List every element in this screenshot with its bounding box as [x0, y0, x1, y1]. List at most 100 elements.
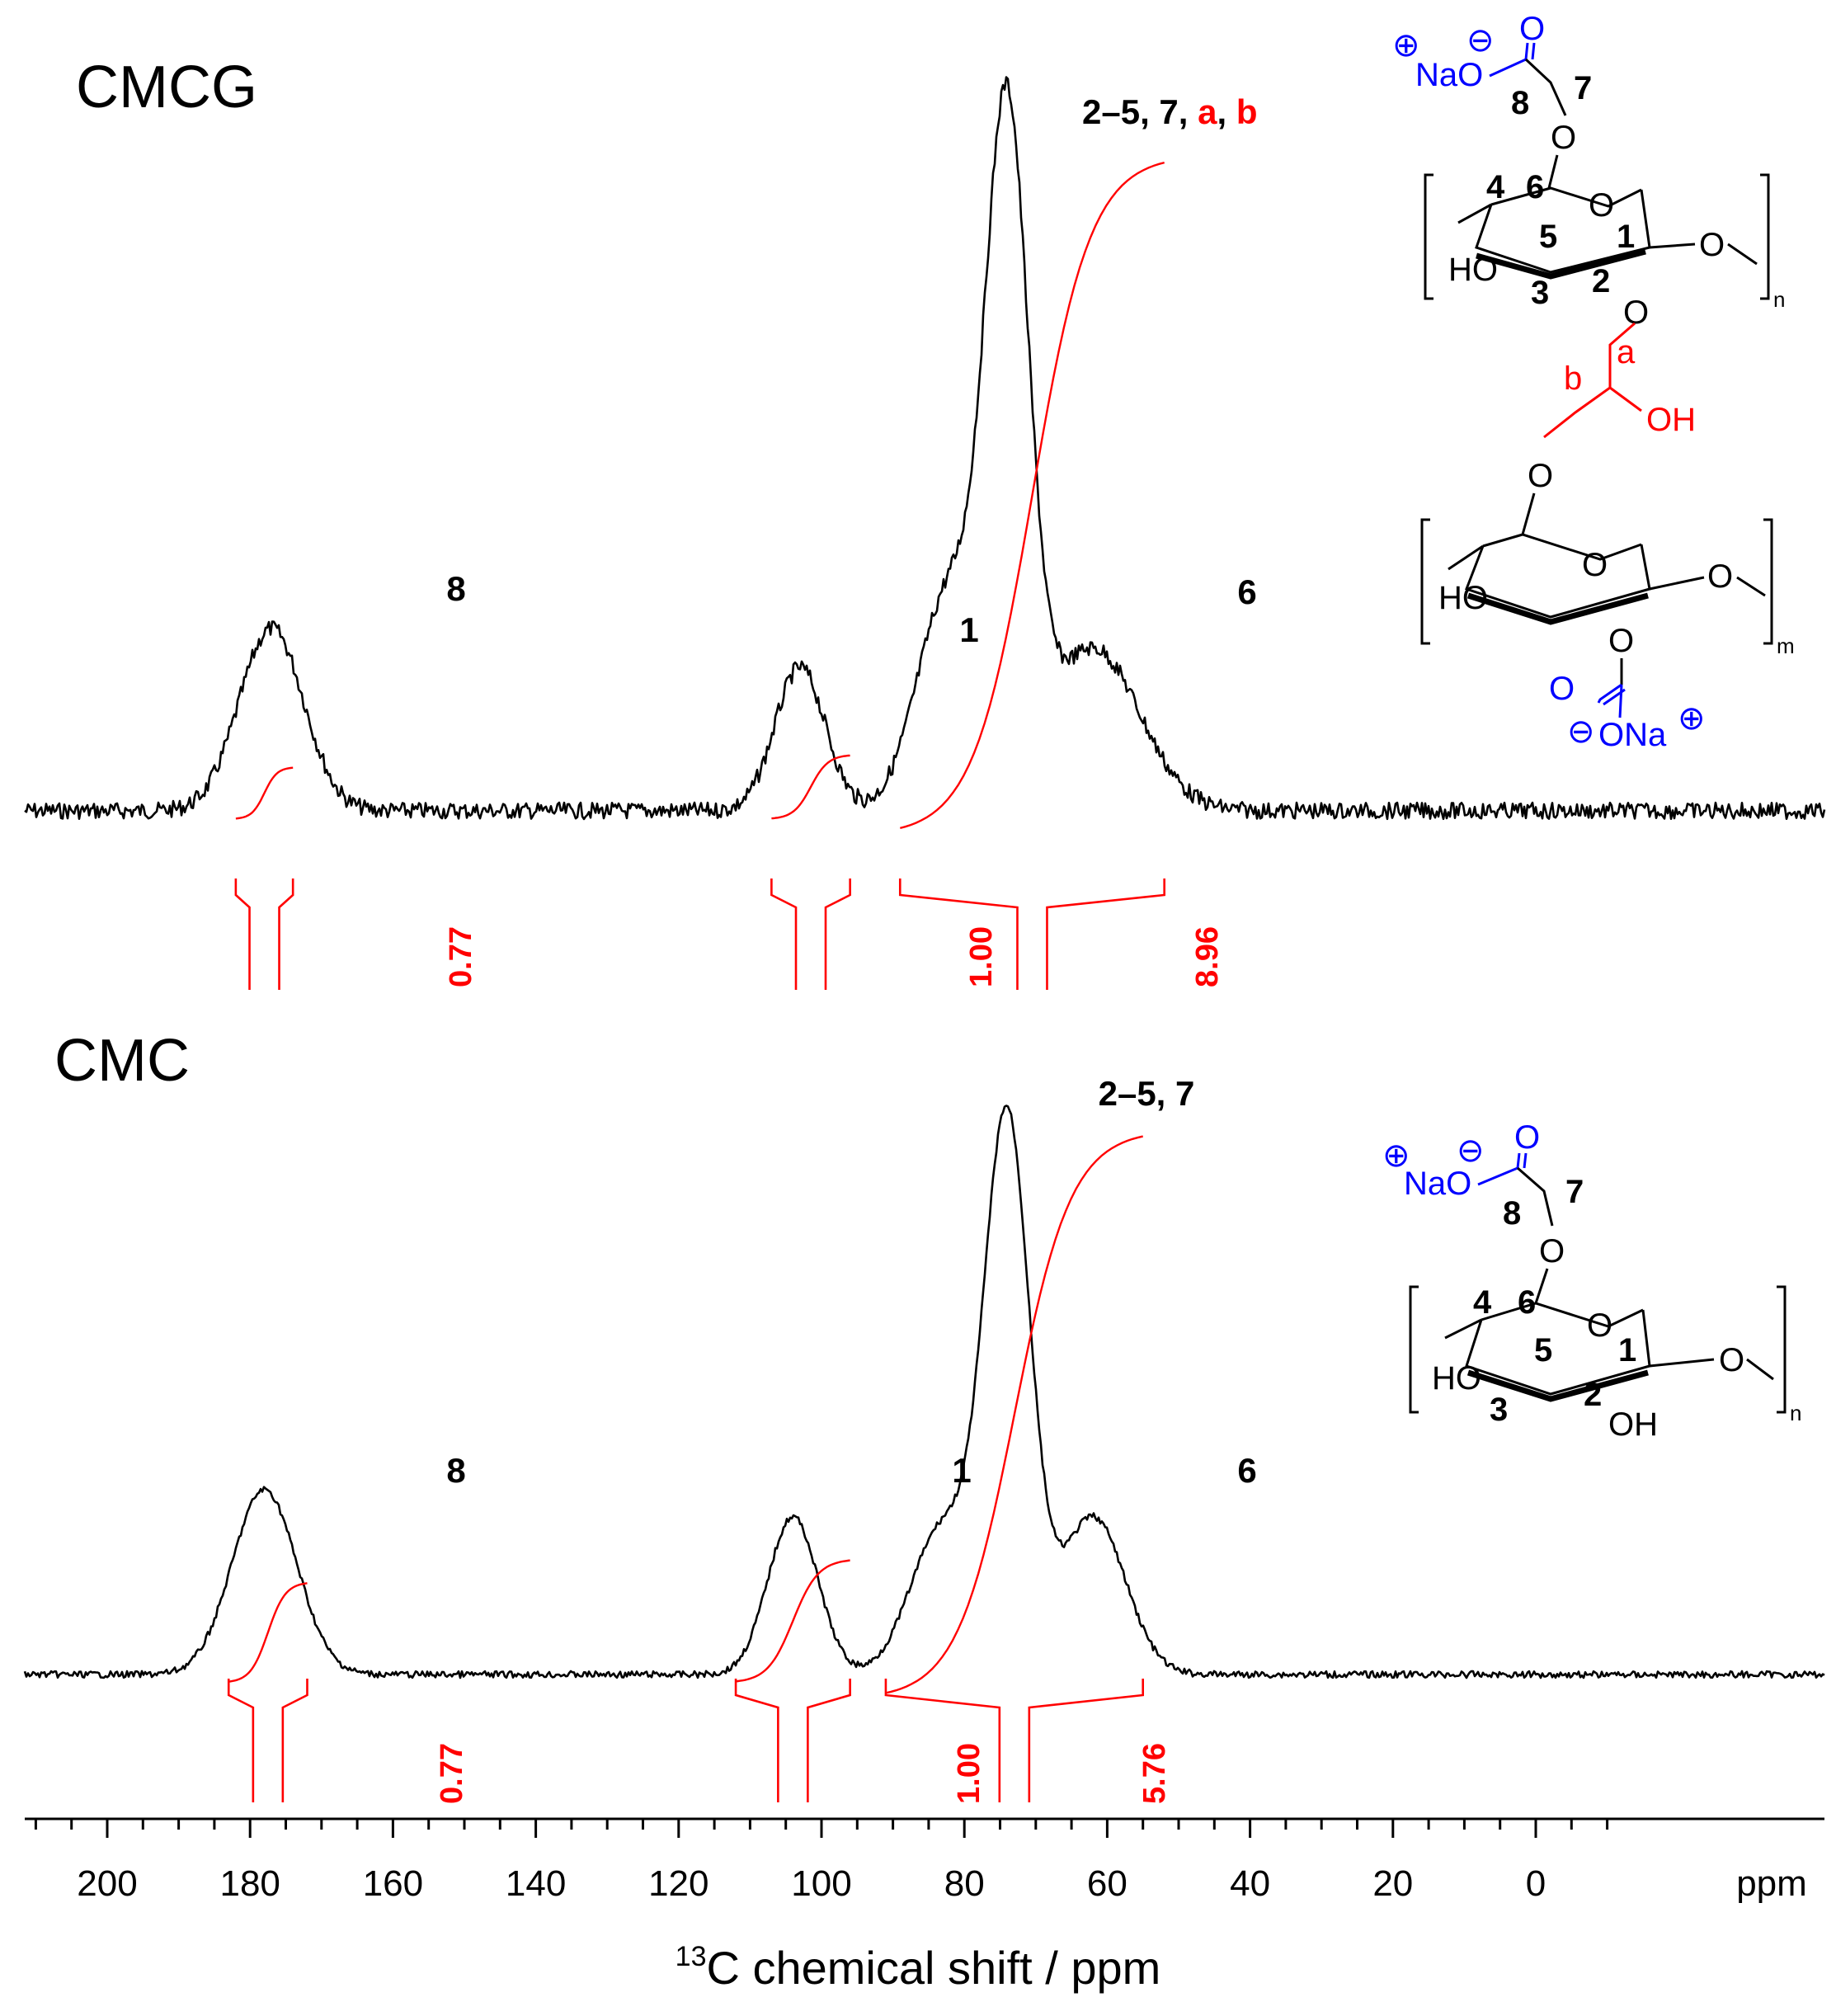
integral-value-main-cmc: 5.76: [1137, 1743, 1172, 1804]
cmcg-ring2-body: [1448, 492, 1651, 619]
integral-curve: [771, 754, 850, 820]
x-tick-label: 100: [791, 1863, 851, 1904]
cmc-atom-5: 5: [1534, 1332, 1552, 1368]
cmcg-ring1-top: [1490, 154, 1642, 208]
integral-curves-cmcg: [235, 161, 1165, 830]
cmcg-carboxylate-bonds-top: [1489, 42, 1536, 78]
x-tick-label: 180: [219, 1863, 280, 1904]
cmcg-glyco-bonds-lower: [1649, 576, 1766, 597]
cmcg-charge-plus-top: ⊕: [1392, 27, 1420, 64]
x-axis: 220200180160140120100806040200 ppm 13C c…: [25, 1817, 1824, 1994]
cmcg-charge-minus-top: ⊖: [1466, 22, 1495, 59]
cmcg-glyco-bonds: [1649, 243, 1758, 266]
cmc-ring-o: O: [1587, 1307, 1612, 1344]
integral-curves-cmc: [228, 1135, 1143, 1694]
x-tick-label: 200: [77, 1863, 137, 1904]
x-tick-label: 160: [363, 1863, 423, 1904]
cmc-glyco-o: O: [1719, 1342, 1744, 1378]
x-axis-title-superscript: 13: [676, 1941, 707, 1972]
cmc-carbonyl-o: O: [1514, 1119, 1540, 1156]
integral-bracket: [884, 1679, 1144, 1802]
cmcg-o2: O: [1623, 294, 1649, 331]
integral-curve: [735, 1559, 850, 1683]
cmcg-atom-4: 4: [1486, 169, 1505, 205]
x-tick-label: 60: [1087, 1863, 1127, 1904]
cmcg-ring2-o: O: [1582, 547, 1608, 583]
cmcg-charge-plus-bottom: ⊕: [1678, 700, 1706, 737]
cmcg-o2-lower: O: [1608, 623, 1634, 659]
cmcg-carboxylate-bonds-bottom: [1597, 683, 1626, 718]
integral-value-main-cmcg: 8.96: [1190, 926, 1225, 987]
cmc-glyco-bonds: [1649, 1358, 1774, 1381]
x-tick-label: 40: [1230, 1863, 1270, 1904]
peak-label-main-a: a: [1198, 92, 1217, 131]
cmcg-subscript-m: m: [1777, 634, 1795, 658]
cmcg-carbonyl-o-bottom: O: [1549, 671, 1575, 707]
integral-bracket: [734, 1679, 851, 1802]
integral-bracket: [770, 878, 851, 990]
cmc-ring-bold-edge: [1466, 1369, 1649, 1402]
integral-curve: [899, 161, 1165, 830]
cmcg-nao-top: NaO: [1415, 57, 1483, 93]
peak-label-main-cmcg: 2–5, 7, a, b: [1082, 92, 1257, 131]
cmcg-atom-6: 6: [1526, 169, 1544, 205]
peak-label-main-black: 2–5, 7,: [1082, 92, 1198, 131]
cmc-atom-3: 3: [1490, 1392, 1508, 1428]
cmc-o6: O: [1539, 1233, 1565, 1269]
cmc-nao: NaO: [1404, 1166, 1471, 1202]
cmcg-repeat-brackets-top: [1424, 173, 1770, 300]
cmc-ch2-bond: [1517, 1166, 1554, 1227]
cmc-atom-4: 4: [1473, 1284, 1492, 1321]
peak-label-6-cmcg: 6: [1237, 572, 1256, 611]
cmc-atom-7: 7: [1565, 1174, 1584, 1210]
integral-curve: [235, 766, 294, 820]
cmcg-atom-3: 3: [1531, 275, 1549, 311]
cmcg-linker-bonds: [1543, 322, 1642, 439]
peak-label-8-cmc: 8: [446, 1451, 465, 1490]
cmcg-ring1-bold-edge: [1476, 248, 1646, 280]
cmcg-o6-lower: O: [1528, 458, 1553, 494]
peak-label-1-cmc: 1: [952, 1451, 971, 1490]
integral-curve: [228, 1582, 308, 1683]
cmcg-linker-a: a: [1617, 334, 1636, 370]
cmcg-ona-bottom: ONa: [1598, 717, 1667, 753]
cmc-repeat-brackets: [1409, 1285, 1787, 1414]
integral-curve: [885, 1135, 1143, 1694]
cmc-atom-8: 8: [1503, 1195, 1521, 1232]
x-tick-label: 20: [1372, 1863, 1413, 1904]
integral-bracket: [898, 878, 1165, 990]
cmcg-atom-1: 1: [1617, 219, 1635, 255]
cmcg-ho-top: HO: [1448, 252, 1498, 288]
cmcg-ch2-bond-top: [1524, 58, 1567, 116]
cmcg-charge-minus-bottom: ⊖: [1567, 714, 1595, 750]
integral-value-1-cmc: 1.00: [952, 1743, 986, 1804]
cmcg-repeat-brackets-bottom: [1420, 518, 1773, 645]
cmc-atom-6: 6: [1518, 1284, 1536, 1321]
cmcg-o6: O: [1551, 120, 1576, 156]
panel-cmc: CMC 8 1 2–5, 7 6 0.77 1.00 5.76: [23, 1028, 1825, 1804]
cmcg-atom-8: 8: [1511, 85, 1529, 121]
x-axis-ticks: 220200180160140120100806040200: [34, 1819, 1609, 1904]
x-axis-title-main: C chemical shift / ppm: [706, 1942, 1160, 1994]
cmc-subscript-n: n: [1790, 1401, 1801, 1425]
cmcg-carbonyl-o-top: O: [1519, 11, 1545, 47]
integral-bracket: [227, 1679, 308, 1802]
cmc-atom-2: 2: [1584, 1377, 1602, 1413]
x-tick-label: 80: [944, 1863, 985, 1904]
peak-label-1-cmcg: 1: [959, 610, 978, 649]
cmcg-ho-bottom: HO: [1438, 580, 1488, 616]
cmcg-glyco-o: O: [1699, 227, 1725, 263]
integral-brackets-cmc: [227, 1679, 1144, 1802]
peak-label-8-cmcg: 8: [446, 569, 465, 608]
integral-bracket: [234, 878, 294, 990]
cmc-charge-plus: ⊕: [1382, 1138, 1410, 1174]
integral-value-8-cmcg: 0.77: [444, 926, 478, 987]
cmcg-ring1-body: [1457, 189, 1651, 274]
integral-value-1-cmcg: 1.00: [964, 926, 999, 987]
cmcg-atom-5: 5: [1539, 219, 1557, 255]
cmc-oh: OH: [1608, 1406, 1658, 1443]
x-tick-label: 140: [506, 1863, 566, 1904]
peak-label-main-b: b: [1236, 92, 1258, 131]
cmcg-ring2-bold-edge: [1466, 592, 1649, 625]
integral-value-8-cmc: 0.77: [435, 1743, 469, 1804]
